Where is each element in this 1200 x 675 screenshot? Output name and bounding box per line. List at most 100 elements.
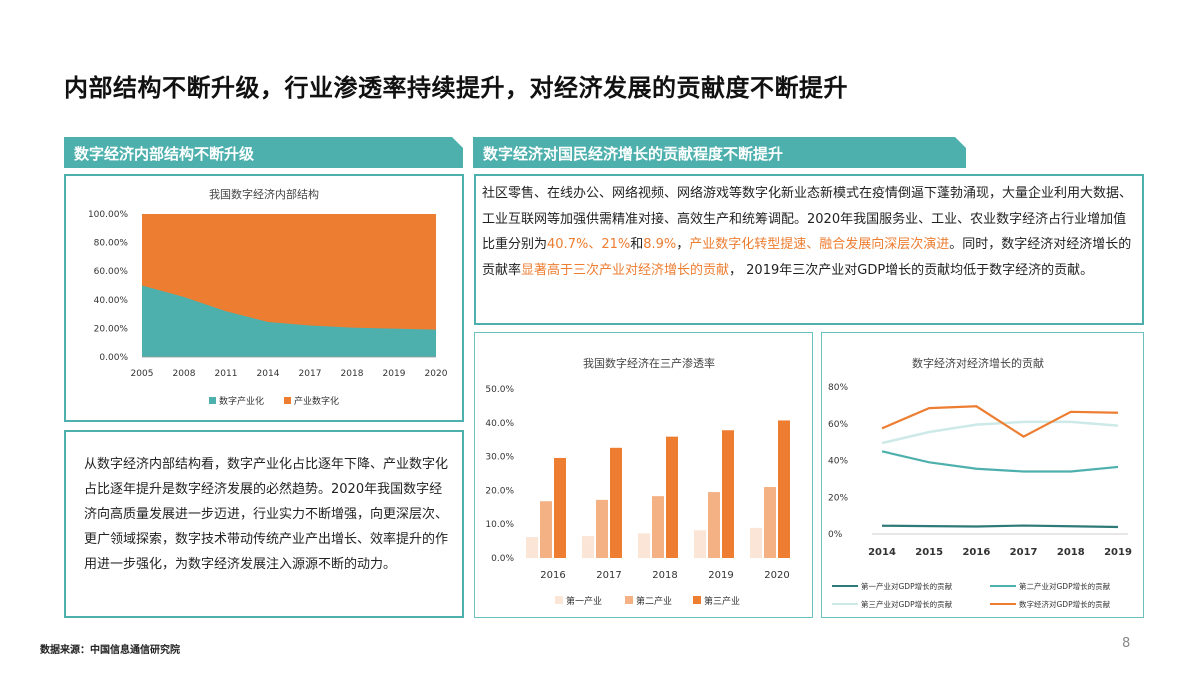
y-tick-label: 0.00% xyxy=(99,353,128,363)
contribution-text-panel: 社区零售、在线办公、网络视频、网络游戏等数字化新业态新模式在疫情倒逼下蓬勃涌现，… xyxy=(474,174,1144,325)
x-tick-label: 2019 xyxy=(383,369,406,379)
legend-label: 第三产业 xyxy=(704,595,740,607)
y-tick-label: 60% xyxy=(828,420,848,430)
legend-swatch xyxy=(284,397,291,404)
y-tick-label: 10.0% xyxy=(485,520,514,530)
data-source-note: 数据来源：中国信息通信研究院 xyxy=(40,645,180,656)
x-tick-label: 2018 xyxy=(1057,547,1085,558)
bar-tertiary xyxy=(610,447,622,558)
growth-chart-panel: 数字经济对经济增长的贡献 0% 20% 40% 60% 80% 2014 2015 2016 20… xyxy=(821,332,1144,618)
legend-swatch xyxy=(693,596,701,604)
x-tick-label: 2014 xyxy=(868,547,896,558)
x-tick-label: 2016 xyxy=(540,570,565,581)
right-section-tab: 数字经济对国民经济增长的贡献程度不断提升 xyxy=(483,145,784,163)
para-highlight-4: 显著高于三次产业对经济增长的贡献 xyxy=(521,262,730,278)
page-number: 8 xyxy=(1122,636,1131,651)
x-tick-label: 2011 xyxy=(215,369,238,379)
x-tick-label: 2017 xyxy=(596,570,621,581)
para-text-2: 和 xyxy=(630,237,644,252)
legend-label: 第一产业对GDP增长的贡献 xyxy=(861,581,953,591)
legend-label: 第一产业 xyxy=(566,595,602,607)
y-tick-label: 40.0% xyxy=(485,419,514,429)
legend-label: 数字经济对GDP增长的贡献 xyxy=(1019,599,1111,609)
structure-paragraph: 从数字经济内部结构看，数字产业化占比逐年下降、产业数字化占比逐年提升是数字经济发… xyxy=(84,457,449,572)
y-tick-label: 20.0% xyxy=(485,486,514,496)
bar-primary xyxy=(750,527,762,558)
chart-title: 数字经济对经济增长的贡献 xyxy=(912,356,1044,370)
line-series xyxy=(881,420,1119,445)
x-tick-label: 2014 xyxy=(257,369,280,379)
para-highlight-3: 产业数字化转型提速、融合发展向深层次演进 xyxy=(689,237,950,252)
y-tick-label: 20% xyxy=(828,493,848,503)
bar-primary xyxy=(526,537,538,558)
bar-tertiary xyxy=(722,430,734,558)
para-highlight-1: 40.7%、21% xyxy=(547,237,631,252)
y-tick-label: 0.0% xyxy=(491,554,514,564)
bar-tertiary xyxy=(778,420,790,558)
bar-tertiary xyxy=(666,436,678,558)
x-tick-label: 2018 xyxy=(652,570,677,581)
bar-secondary xyxy=(708,492,720,558)
legend-swatch xyxy=(625,596,633,604)
x-tick-label: 2017 xyxy=(299,369,322,379)
para-highlight-2: 8.9% xyxy=(643,237,677,252)
y-tick-label: 80.00% xyxy=(94,239,129,249)
bar-secondary xyxy=(596,499,608,558)
bar-secondary xyxy=(540,501,552,558)
chart-title: 我国数字经济内部结构 xyxy=(209,187,319,201)
legend-swatch xyxy=(555,596,563,604)
line-series xyxy=(881,524,1119,529)
para-text-3: ， xyxy=(676,237,690,252)
para-text-1: 社区零售、在线办公、网络视频、网络游戏等数字化新业态新模式在疫情倒逼下蓬勃涌现，… xyxy=(482,186,1133,252)
y-tick-label: 0% xyxy=(828,530,843,540)
y-tick-label: 40.00% xyxy=(94,296,129,306)
penetration-bar-chart: 我国数字经济在三产渗透率 0.0% 10.0% 20.0% 30.0% 40.0% 50.0… xyxy=(485,356,790,607)
x-tick-label: 2020 xyxy=(425,369,448,379)
structure-text-panel: 从数字经济内部结构看，数字产业化占比逐年下降、产业数字化占比逐年提升是数字经济发… xyxy=(64,430,464,618)
bar-tertiary xyxy=(554,457,566,558)
x-tick-label: 2019 xyxy=(708,570,733,581)
bar-primary xyxy=(694,530,706,558)
growth-line-chart: 数字经济对经济增长的贡献 0% 20% 40% 60% 80% 2014 2015 2016 20… xyxy=(828,356,1132,609)
para-text-5: ， 2019年三次产业对GDP增长的贡献均低于数字经济的贡献。 xyxy=(729,262,1094,278)
legend-swatch xyxy=(209,397,216,404)
penetration-chart-panel: 我国数字经济在三产渗透率 0.0% 10.0% 20.0% 30.0% 40.0% 50.0… xyxy=(474,332,813,618)
y-tick-label: 50.0% xyxy=(485,385,514,395)
legend-label: 第三产业对GDP增长的贡献 xyxy=(861,599,953,609)
left-tab-shape xyxy=(64,137,463,168)
legend-label: 第二产业 xyxy=(636,595,672,607)
line-series xyxy=(881,450,1119,473)
x-tick-label: 2017 xyxy=(1010,547,1038,558)
y-tick-label: 20.00% xyxy=(94,324,129,334)
bar-primary xyxy=(582,536,594,558)
page-title: 内部结构不断升级，行业渗透率持续提升，对经济发展的贡献度不断提升 xyxy=(64,74,848,102)
x-tick-label: 2008 xyxy=(173,369,196,379)
structure-area-chart: 我国数字经济内部结构 0.00% 20.00% 40.00% 60.00% 80.00% 1… xyxy=(88,187,448,407)
right-tab-shape xyxy=(473,137,966,168)
legend-label: 第二产业对GDP增长的贡献 xyxy=(1019,581,1111,591)
x-tick-label: 2019 xyxy=(1104,547,1132,558)
chart-title: 我国数字经济在三产渗透率 xyxy=(583,356,715,370)
contribution-paragraph: 社区零售、在线办公、网络视频、网络游戏等数字化新业态新模式在疫情倒逼下蓬勃涌现，… xyxy=(482,181,1137,283)
para-text-4: 。同时，数字经济对经济增长的贡献率 xyxy=(482,237,1132,278)
left-section-tab: 数字经济内部结构不断升级 xyxy=(74,145,255,163)
x-tick-label: 2015 xyxy=(915,547,943,558)
x-tick-label: 2018 xyxy=(341,369,364,379)
structure-chart-panel: 我国数字经济内部结构 0.00% 20.00% 40.00% 60.00% 80.00% 1… xyxy=(64,174,464,422)
bar-secondary xyxy=(652,496,664,558)
legend-label: 数字产业化 xyxy=(219,395,264,407)
bar-primary xyxy=(638,533,650,558)
y-tick-label: 80% xyxy=(828,383,848,393)
area-series-digital-industrialization xyxy=(142,285,436,357)
y-tick-label: 40% xyxy=(828,457,848,467)
y-tick-label: 30.0% xyxy=(485,453,514,463)
y-tick-label: 60.00% xyxy=(94,267,129,277)
y-tick-label: 100.00% xyxy=(88,210,128,220)
line-series xyxy=(881,405,1119,438)
x-tick-label: 2005 xyxy=(131,369,154,379)
x-tick-label: 2020 xyxy=(764,570,789,581)
bar-secondary xyxy=(764,487,776,558)
legend-label: 产业数字化 xyxy=(294,395,339,407)
x-tick-label: 2016 xyxy=(962,547,990,558)
